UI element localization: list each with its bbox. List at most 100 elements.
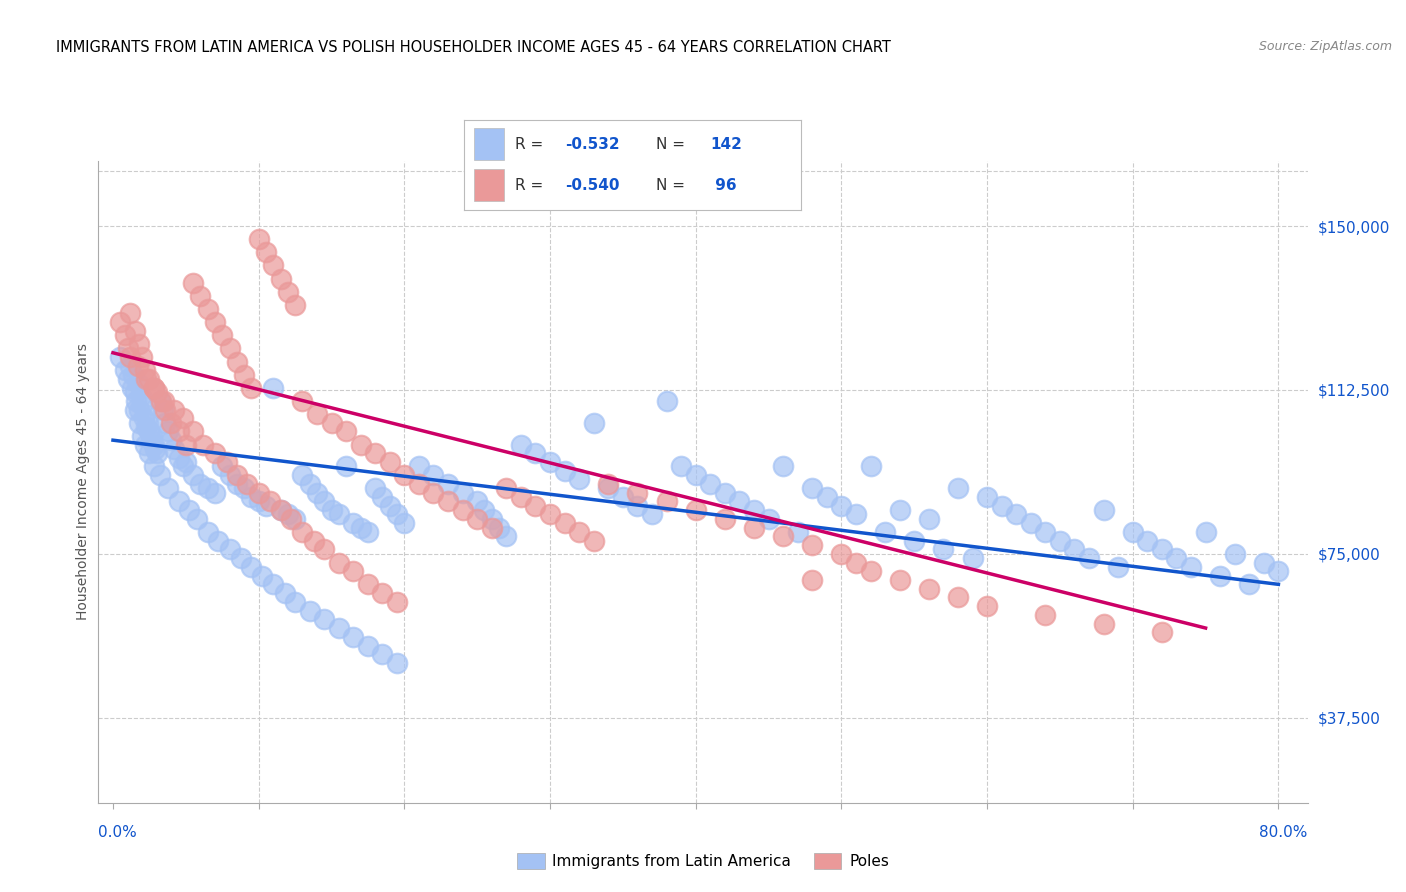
Point <box>138 425 160 439</box>
Point <box>699 476 721 491</box>
Point <box>121 381 143 395</box>
Point <box>127 359 149 373</box>
Point <box>357 639 380 653</box>
Text: 96: 96 <box>710 178 737 193</box>
Point <box>160 416 183 430</box>
Point <box>280 512 302 526</box>
Point <box>211 328 233 343</box>
Point <box>437 476 460 491</box>
Point <box>110 315 132 329</box>
Point <box>830 547 852 561</box>
Point <box>233 481 256 495</box>
Point <box>422 468 444 483</box>
Point <box>538 508 561 522</box>
Point <box>207 533 229 548</box>
Point <box>181 276 204 290</box>
Point <box>582 416 605 430</box>
Text: N =: N = <box>657 137 690 152</box>
Point <box>685 468 707 483</box>
Point <box>786 524 808 539</box>
Point <box>142 381 165 395</box>
Point <box>1180 560 1202 574</box>
Point <box>128 416 150 430</box>
Point <box>117 372 139 386</box>
Point <box>598 481 620 495</box>
Point <box>240 490 263 504</box>
Point <box>451 503 474 517</box>
Point <box>758 512 780 526</box>
Point <box>270 271 292 285</box>
Point <box>554 464 576 478</box>
Point <box>612 490 634 504</box>
Point <box>225 468 247 483</box>
Point <box>211 459 233 474</box>
Point <box>254 499 277 513</box>
Point <box>918 582 941 596</box>
Point <box>114 328 136 343</box>
Point <box>335 425 357 439</box>
Text: -0.540: -0.540 <box>565 178 620 193</box>
Point <box>342 630 364 644</box>
Point <box>134 437 156 451</box>
Point <box>314 494 336 508</box>
Point <box>314 612 336 626</box>
Point <box>1209 568 1232 582</box>
Point <box>385 656 408 670</box>
Point <box>250 568 273 582</box>
Point <box>247 232 270 246</box>
Point <box>1150 625 1173 640</box>
Point <box>117 342 139 356</box>
Point <box>335 459 357 474</box>
Point <box>181 425 204 439</box>
Point <box>128 337 150 351</box>
Point <box>298 476 321 491</box>
Point <box>524 446 547 460</box>
Point <box>598 476 620 491</box>
Point <box>742 503 765 517</box>
Point <box>247 494 270 508</box>
Point <box>859 564 882 578</box>
Point <box>859 459 882 474</box>
Point <box>225 476 247 491</box>
Point <box>284 595 307 609</box>
Point <box>177 503 200 517</box>
Point <box>626 485 648 500</box>
Point <box>163 442 186 456</box>
Point <box>582 533 605 548</box>
Point <box>1166 551 1188 566</box>
Point <box>371 586 394 600</box>
Point <box>655 393 678 408</box>
Point <box>141 429 163 443</box>
Point <box>124 324 146 338</box>
Point <box>120 359 142 373</box>
Point <box>135 420 157 434</box>
Point <box>1049 533 1071 548</box>
Point <box>122 368 145 382</box>
Point <box>976 599 998 614</box>
Text: 0.0%: 0.0% <box>98 825 138 840</box>
Point <box>204 485 226 500</box>
Point <box>259 494 281 508</box>
Point <box>342 564 364 578</box>
Point <box>152 402 174 417</box>
Point <box>157 481 180 495</box>
Point <box>174 455 197 469</box>
Point <box>124 385 146 400</box>
Point <box>218 468 240 483</box>
Point <box>149 393 172 408</box>
Point <box>120 350 142 364</box>
Point <box>801 538 824 552</box>
Text: Source: ZipAtlas.com: Source: ZipAtlas.com <box>1258 40 1392 54</box>
Point <box>1092 616 1115 631</box>
Point <box>655 494 678 508</box>
Point <box>626 499 648 513</box>
Point <box>291 393 314 408</box>
Point <box>125 393 148 408</box>
Point <box>685 503 707 517</box>
Y-axis label: Householder Income Ages 45 - 64 years: Householder Income Ages 45 - 64 years <box>76 343 90 620</box>
Text: R =: R = <box>515 178 548 193</box>
Point <box>1267 564 1289 578</box>
Point <box>134 363 156 377</box>
Point <box>568 524 591 539</box>
Point <box>197 524 219 539</box>
